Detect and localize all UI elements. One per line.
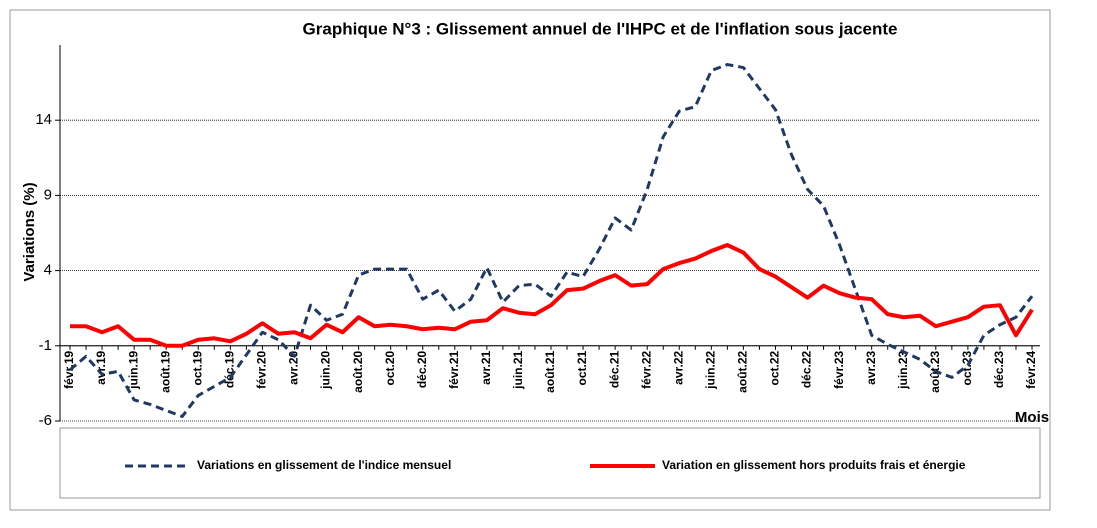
x-tick-label: août.20 — [351, 350, 365, 392]
x-tick-label: févr.23 — [832, 350, 846, 388]
x-tick-label: août.19 — [158, 350, 172, 392]
x-tick-label: juin.22 — [704, 350, 718, 389]
x-tick-label: févr.21 — [447, 350, 461, 388]
x-tick-label: déc.21 — [607, 350, 621, 388]
series-line — [69, 63, 1034, 418]
chart-border — [9, 9, 1051, 511]
x-tick-label: févr.22 — [639, 350, 653, 388]
x-tick-label: juin.20 — [319, 350, 333, 389]
x-tick-label: oct.19 — [190, 350, 204, 385]
x-tick-label: févr.20 — [255, 350, 269, 388]
chart-title: Graphique N°3 : Glissement annuel de l'I… — [303, 19, 898, 38]
x-tick-label: déc.23 — [992, 350, 1006, 388]
x-tick-label: févr.24 — [1024, 350, 1038, 388]
x-tick-label: juin.21 — [511, 350, 525, 389]
x-tick-label: avr.23 — [864, 350, 878, 384]
x-tick-label: oct.20 — [383, 350, 397, 385]
series-line — [70, 243, 1034, 348]
y-axis-label: Variations (%) — [21, 182, 38, 281]
x-tick-label: avr.22 — [671, 350, 685, 384]
x-tick-label: juin.19 — [126, 350, 140, 389]
x-tick-label: avr.19 — [94, 350, 108, 384]
x-axis-label: Mois — [1015, 409, 1049, 426]
x-tick-label: déc.20 — [415, 350, 429, 388]
x-tick-label: avr.20 — [287, 350, 301, 384]
x-tick-label: août.22 — [736, 350, 750, 392]
x-tick-label: avr.21 — [479, 350, 493, 384]
legend-label: Variations en glissement de l'indice men… — [197, 458, 451, 472]
legend-box — [59, 427, 1041, 499]
x-tick-label: juin.23 — [896, 350, 910, 389]
x-tick-label: oct.21 — [575, 350, 589, 385]
legend-label: Variation en glissement hors produits fr… — [662, 458, 966, 472]
x-tick-label: déc.19 — [223, 350, 237, 388]
y-tick-label: 9 — [44, 186, 52, 203]
x-tick-label: août.21 — [543, 350, 557, 392]
x-tick-label: févr.19 — [62, 350, 76, 388]
y-tick-label: -6 — [39, 412, 52, 429]
x-tick-label: déc.22 — [800, 350, 814, 388]
y-tick-label: 4 — [44, 262, 52, 279]
y-tick-label: 14 — [35, 111, 52, 128]
x-tick-label: oct.22 — [768, 350, 782, 385]
y-tick-label: -1 — [39, 337, 52, 354]
